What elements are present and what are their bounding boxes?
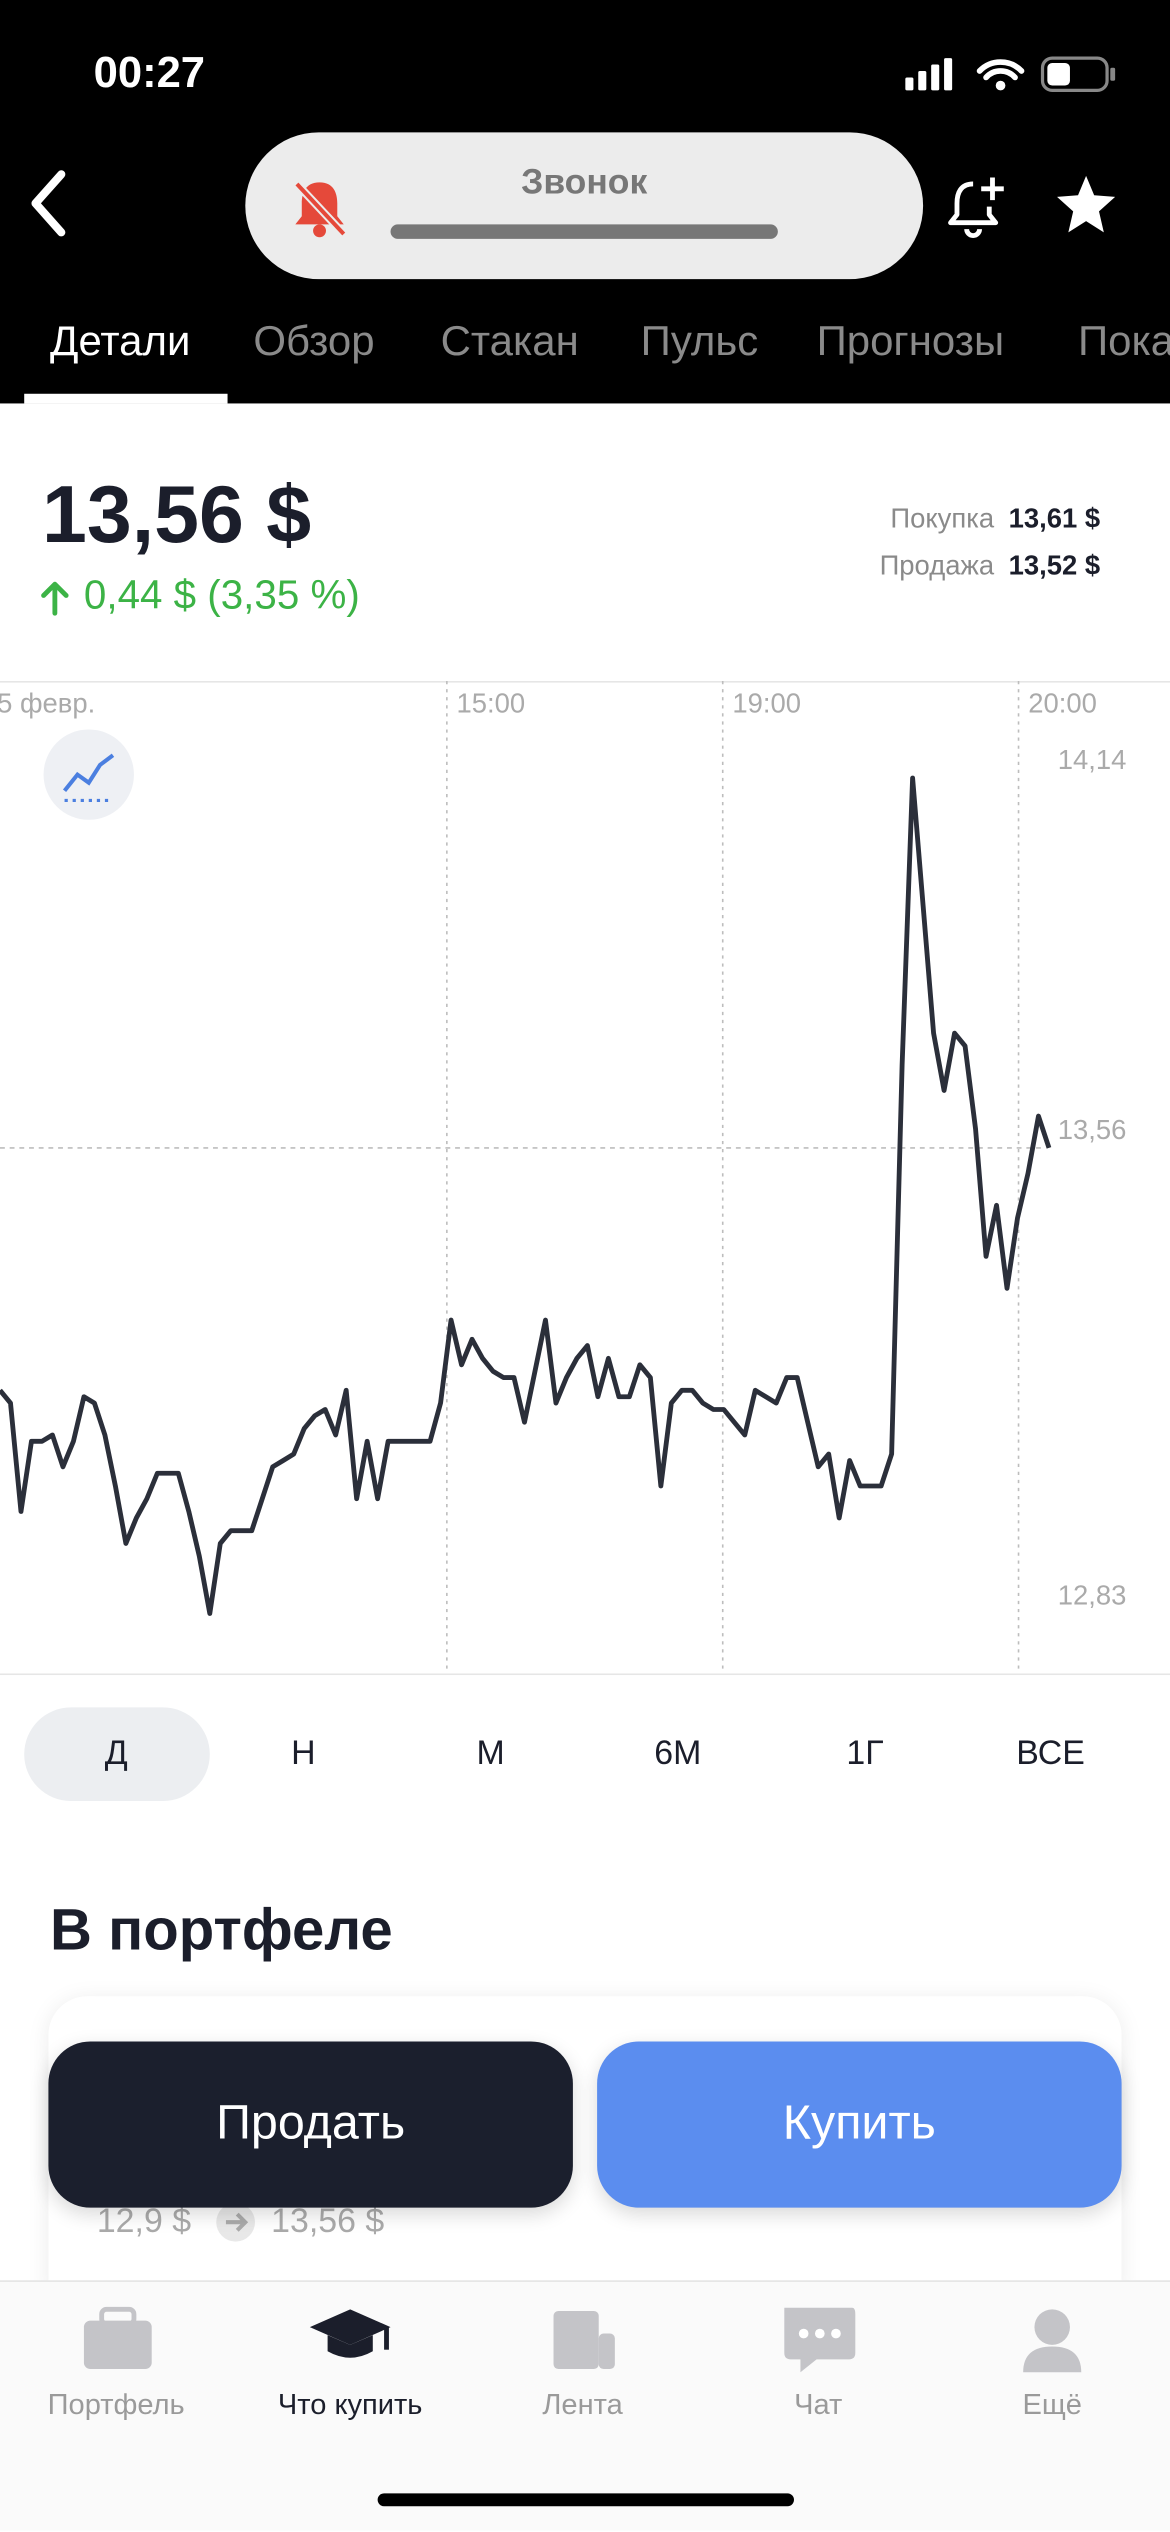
tab[interactable]: Стакан (440, 316, 579, 365)
home-indicator (377, 2493, 794, 2507)
period[interactable]: 1Г (846, 1734, 884, 1772)
sell-button[interactable]: Продать (48, 2041, 573, 2208)
back-button[interactable] (23, 168, 78, 239)
sell-button-label: Продать (216, 2096, 406, 2150)
chart-mode-icon (62, 753, 115, 793)
y-tick-label: 12,83 (1058, 1580, 1127, 1611)
buy-price: 13,61 $ (1008, 503, 1101, 535)
portfolio-from: 12,9 $ (96, 2202, 192, 2240)
add-alert-button[interactable] (942, 171, 1010, 239)
header: 00:27 Звонок Детали Обзор Стакан Пульс П… (0, 0, 1170, 404)
bottom-nav: Портфель Что купить Лента Чат Ещё (0, 2280, 1170, 2531)
period[interactable]: Н (291, 1734, 316, 1772)
call-banner[interactable]: Звонок (245, 132, 924, 280)
muted-bell-icon (293, 181, 347, 238)
x-tick-label: 5 февр. (0, 687, 95, 718)
sell-label: Продажа (879, 550, 995, 581)
nav-label[interactable]: Портфель (47, 2388, 185, 2421)
buy-button-label: Купить (782, 2096, 936, 2150)
period[interactable]: Д (104, 1734, 128, 1772)
period[interactable]: М (476, 1734, 505, 1772)
arrow-icon (216, 2202, 255, 2242)
tab-underline (24, 393, 228, 404)
y-tick-label: 13,56 (1058, 1114, 1127, 1145)
section-title: В портфеле (50, 1896, 393, 1963)
period[interactable]: 6М (654, 1734, 702, 1772)
sell-price: 13,52 $ (1008, 550, 1101, 581)
x-tick-label: 15:00 (457, 687, 526, 718)
portfolio-to: 13,56 $ (271, 2202, 385, 2240)
status-time: 00:27 (93, 48, 206, 97)
x-tick-label: 20:00 (1028, 687, 1097, 718)
call-bar (390, 224, 778, 239)
tab[interactable]: Обзор (253, 316, 375, 365)
up-arrow (41, 581, 69, 616)
price-change: 0,44 $ (3,35 %) (83, 572, 360, 619)
call-label: Звонок (521, 161, 648, 202)
favorite-button[interactable] (1052, 171, 1120, 239)
status-icons (905, 56, 1116, 92)
price-line (0, 775, 1052, 1616)
chart-mode-button[interactable] (43, 729, 134, 820)
nav-label[interactable]: Что купить (277, 2388, 423, 2421)
nav-label[interactable]: Лента (542, 2388, 623, 2421)
price: 13,56 $ (41, 469, 312, 560)
buy-button[interactable]: Купить (597, 2041, 1122, 2208)
price-chart: 5 февр. 15:00 19:00 20:00 14,14 13,56 12,83 (0, 681, 1170, 1676)
y-tick-label: 14,14 (1058, 744, 1127, 775)
x-tick-label: 19:00 (732, 687, 801, 718)
tab[interactable]: Пульс (640, 316, 759, 365)
period-selected (24, 1707, 210, 1802)
tab[interactable]: Детали (50, 316, 191, 365)
nav-label[interactable]: Чат (794, 2388, 843, 2421)
period[interactable]: ВСЕ (1016, 1734, 1085, 1772)
buy-label: Покупка (890, 503, 995, 535)
nav-icons (83, 2306, 1082, 2373)
tab[interactable]: Прогнозы (816, 316, 1005, 365)
tab[interactable]: Пока (1078, 316, 1170, 365)
nav-label[interactable]: Ещё (1022, 2388, 1082, 2421)
